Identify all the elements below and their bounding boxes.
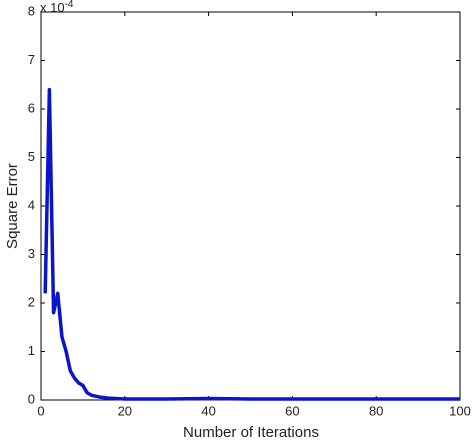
y-tick-label: 3 [28, 246, 35, 261]
y-multiplier-base: x 10 [40, 0, 65, 15]
y-tick-label: 8 [28, 3, 35, 18]
y-multiplier: x 10-4 [40, 0, 74, 15]
y-multiplier-exponent: -4 [65, 0, 74, 10]
x-tick-label: 20 [118, 403, 132, 418]
plot-frame [40, 11, 461, 401]
x-tick-label: 40 [201, 403, 215, 418]
y-tick-label: 2 [28, 294, 35, 309]
y-tick-label: 0 [28, 391, 35, 406]
y-tick-label: 1 [28, 343, 35, 358]
x-tick-label: 80 [369, 403, 383, 418]
y-axis-label: Square Error [4, 163, 21, 249]
y-tick-label: 4 [28, 197, 35, 212]
y-tick-label: 6 [28, 100, 35, 115]
x-tick-label: 60 [285, 403, 299, 418]
x-tick-label: 100 [449, 403, 471, 418]
y-tick-label: 7 [28, 52, 35, 67]
x-axis-label: Number of Iterations [183, 424, 319, 441]
data-line [43, 87, 460, 401]
x-tick-label: 0 [37, 403, 44, 418]
y-tick-label: 5 [28, 149, 35, 164]
